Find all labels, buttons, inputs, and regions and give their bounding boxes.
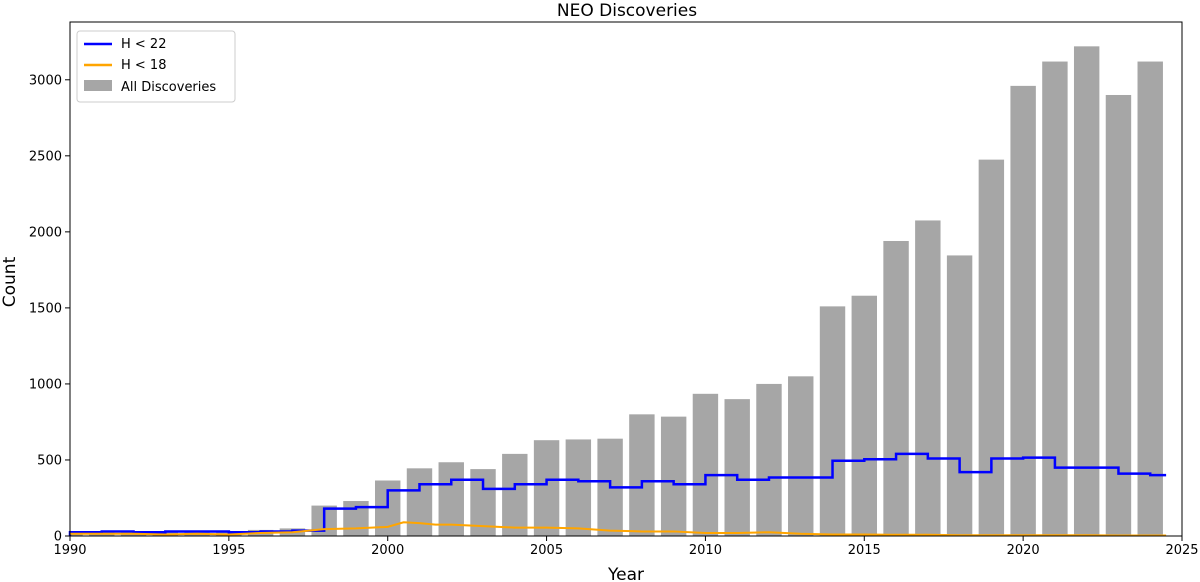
bar-2011 (724, 399, 750, 536)
legend-swatch-all-discoveries (84, 80, 112, 91)
x-tick-label-2020: 2020 (1007, 543, 1040, 558)
x-tick-label-2025: 2025 (1165, 543, 1198, 558)
bar-2019 (978, 159, 1005, 536)
x-tick-label-1995: 1995 (212, 543, 245, 558)
x-axis: 1990 1995 2000 2005 2010 2015 2020 2025 (53, 536, 1199, 558)
x-tick-label-1990: 1990 (53, 543, 86, 558)
bars-layer (70, 46, 1163, 537)
lines-layer (68, 452, 1167, 537)
bar-2022 (1073, 46, 1100, 536)
y-axis: 0 500 1000 1500 2000 2500 3000 (29, 73, 70, 545)
x-axis-title: Year (607, 565, 644, 582)
y-tick-label-2500: 2500 (29, 149, 62, 164)
legend-box (76, 30, 236, 103)
bar-2005 (533, 440, 560, 536)
y-tick-label-1500: 1500 (29, 301, 62, 316)
bar-2006 (565, 439, 592, 536)
bar-2010 (692, 393, 719, 536)
series-line-h18 (70, 521, 1167, 537)
bar-2009 (660, 416, 687, 536)
x-tick-label-2005: 2005 (530, 543, 563, 558)
x-tick-label-2000: 2000 (371, 543, 404, 558)
bar-2023 (1105, 94, 1132, 536)
bar-2018 (946, 255, 973, 536)
y-tick-label-1000: 1000 (29, 377, 62, 392)
bar-2012 (756, 383, 782, 536)
legend: H < 22 H < 18 All Discoveries (76, 30, 236, 103)
bar-2020 (1010, 85, 1036, 537)
bar-2017 (915, 220, 941, 536)
y-tick-label-0: 0 (54, 530, 62, 545)
y-tick-label-500: 500 (37, 453, 62, 468)
x-tick-label-2010: 2010 (689, 543, 722, 558)
y-axis-title: Count (0, 256, 20, 307)
legend-label-h18: H < 18 (121, 58, 166, 73)
y-tick-label-3000: 3000 (29, 73, 62, 88)
bar-2013 (788, 376, 814, 536)
plot-frame (69, 21, 1183, 537)
bar-2024 (1137, 61, 1163, 537)
y-tick-label-2000: 2000 (29, 225, 62, 240)
bar-2008 (629, 414, 655, 536)
legend-label-h22: H < 22 (121, 37, 166, 52)
bar-2014 (819, 306, 846, 536)
x-tick-label-2015: 2015 (848, 543, 881, 558)
bar-2001 (406, 468, 433, 536)
bar-2016 (883, 240, 909, 537)
bar-2004 (502, 453, 528, 536)
legend-label-all-discoveries: All Discoveries (121, 80, 216, 95)
bar-2015 (851, 295, 877, 536)
chart-title: NEO Discoveries (557, 1, 697, 21)
